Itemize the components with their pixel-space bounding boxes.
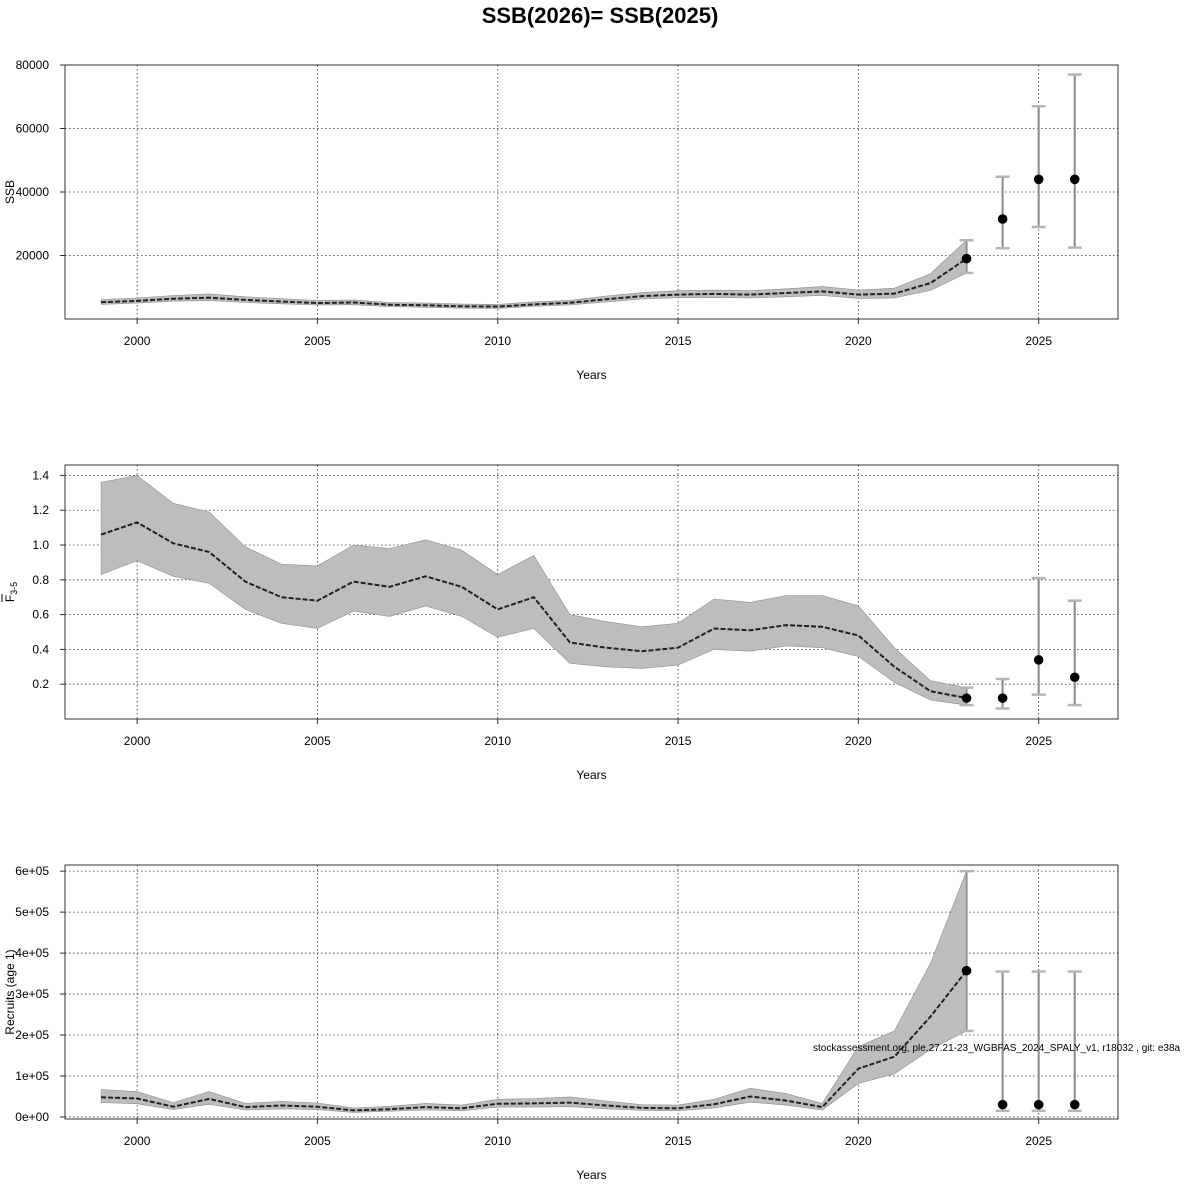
plot-frame xyxy=(64,64,1119,320)
chart-panel-fbar: 2000 2005 2010 2015 2020 2025 0.2 0.4 0.6 0.8 1.0 1… xyxy=(1,464,1119,782)
forecast-point xyxy=(1033,1099,1044,1110)
y-tick-label: 1.4 xyxy=(32,468,49,482)
forecast-point xyxy=(1033,655,1044,665)
y-tick-label: 4e+05 xyxy=(15,946,49,960)
estimate-line xyxy=(101,257,968,308)
x-tick-label: 2010 xyxy=(484,334,511,348)
y-tick-label: 0.4 xyxy=(32,642,49,656)
chart-panel-ssb: 2000 2005 2010 2015 2020 2025 20000 40000 60000 8… xyxy=(3,58,1119,382)
y-tick-label: 5e+05 xyxy=(15,905,49,919)
y-tick-label: 1e+05 xyxy=(15,1069,49,1083)
forecast-point xyxy=(961,253,972,264)
y-tick-label: 40000 xyxy=(16,185,50,199)
y-axis-label: Recruits (age 1) xyxy=(3,949,17,1034)
x-tick-label: 2000 xyxy=(124,334,151,348)
y-tick-label: 0.2 xyxy=(32,677,49,691)
y-tick-label: 3e+05 xyxy=(15,987,49,1001)
y-tick-label: 20000 xyxy=(16,249,50,263)
forecast-point xyxy=(997,1099,1008,1110)
y-tick-label: 0e+00 xyxy=(15,1110,49,1124)
y-tick-label: 0.6 xyxy=(32,608,49,622)
estimate-line xyxy=(101,970,968,1112)
y-tick-label: 60000 xyxy=(16,122,50,136)
chart-panel-recruits: 2000 2005 2010 2015 2020 2025 0e+00 1e+05 2e+05 3… xyxy=(3,864,1119,1182)
watermark-text: stockassessment.org, ple.27.21-23_WGBFAS… xyxy=(813,1043,1181,1054)
page-title: SSB(2026)= SSB(2025) xyxy=(482,3,719,28)
chart-panels: 2000 2005 2010 2015 2020 2025 20000 40000 60000 8… xyxy=(1,58,1119,1182)
y-tick-label: 0.8 xyxy=(32,573,49,587)
y-tick-label: 6e+05 xyxy=(15,864,49,878)
x-tick-label: 2010 xyxy=(484,734,511,748)
y-axis-label: F3-5 xyxy=(3,582,19,602)
y-axis-label: SSB xyxy=(3,180,17,204)
forecast-point xyxy=(961,693,972,703)
x-tick-label: 2015 xyxy=(665,1134,692,1148)
x-tick-label: 2005 xyxy=(304,1134,331,1148)
x-tick-label: 2025 xyxy=(1025,334,1052,348)
forecast-point xyxy=(1069,672,1080,683)
y-axis-label-main: F xyxy=(3,595,17,602)
x-tick-label: 2020 xyxy=(845,1134,872,1148)
x-tick-label: 2000 xyxy=(124,734,151,748)
x-tick-label: 2015 xyxy=(665,334,692,348)
x-tick-label: 2010 xyxy=(484,1134,511,1148)
plot-frame xyxy=(64,864,1119,1120)
x-tick-label: 2015 xyxy=(665,734,692,748)
plot-frame xyxy=(64,464,1119,720)
x-tick-label: 2005 xyxy=(304,334,331,348)
y-axis-label-subscript: 3-5 xyxy=(9,582,19,595)
x-tick-label: 2025 xyxy=(1025,1134,1052,1148)
y-tick-label: 2e+05 xyxy=(15,1028,49,1042)
y-tick-label: 1.0 xyxy=(32,538,49,552)
x-tick-label: 2005 xyxy=(304,734,331,748)
x-axis-label: Years xyxy=(576,368,606,382)
forecast-point xyxy=(1069,174,1080,185)
x-axis-label: Years xyxy=(576,768,606,782)
y-tick-label: 1.2 xyxy=(32,503,49,517)
estimate-line xyxy=(100,521,967,700)
x-axis-label: Years xyxy=(576,1168,606,1182)
forecast-point xyxy=(1033,174,1044,185)
forecast-point xyxy=(1069,1099,1080,1110)
x-tick-label: 2000 xyxy=(124,1134,151,1148)
y-tick-label: 80000 xyxy=(16,58,50,72)
forecast-point xyxy=(997,693,1008,703)
forecast-point xyxy=(997,214,1008,224)
x-tick-label: 2020 xyxy=(845,334,872,348)
forecast-point xyxy=(961,965,972,976)
x-tick-label: 2025 xyxy=(1025,734,1052,748)
x-tick-label: 2020 xyxy=(845,734,872,748)
